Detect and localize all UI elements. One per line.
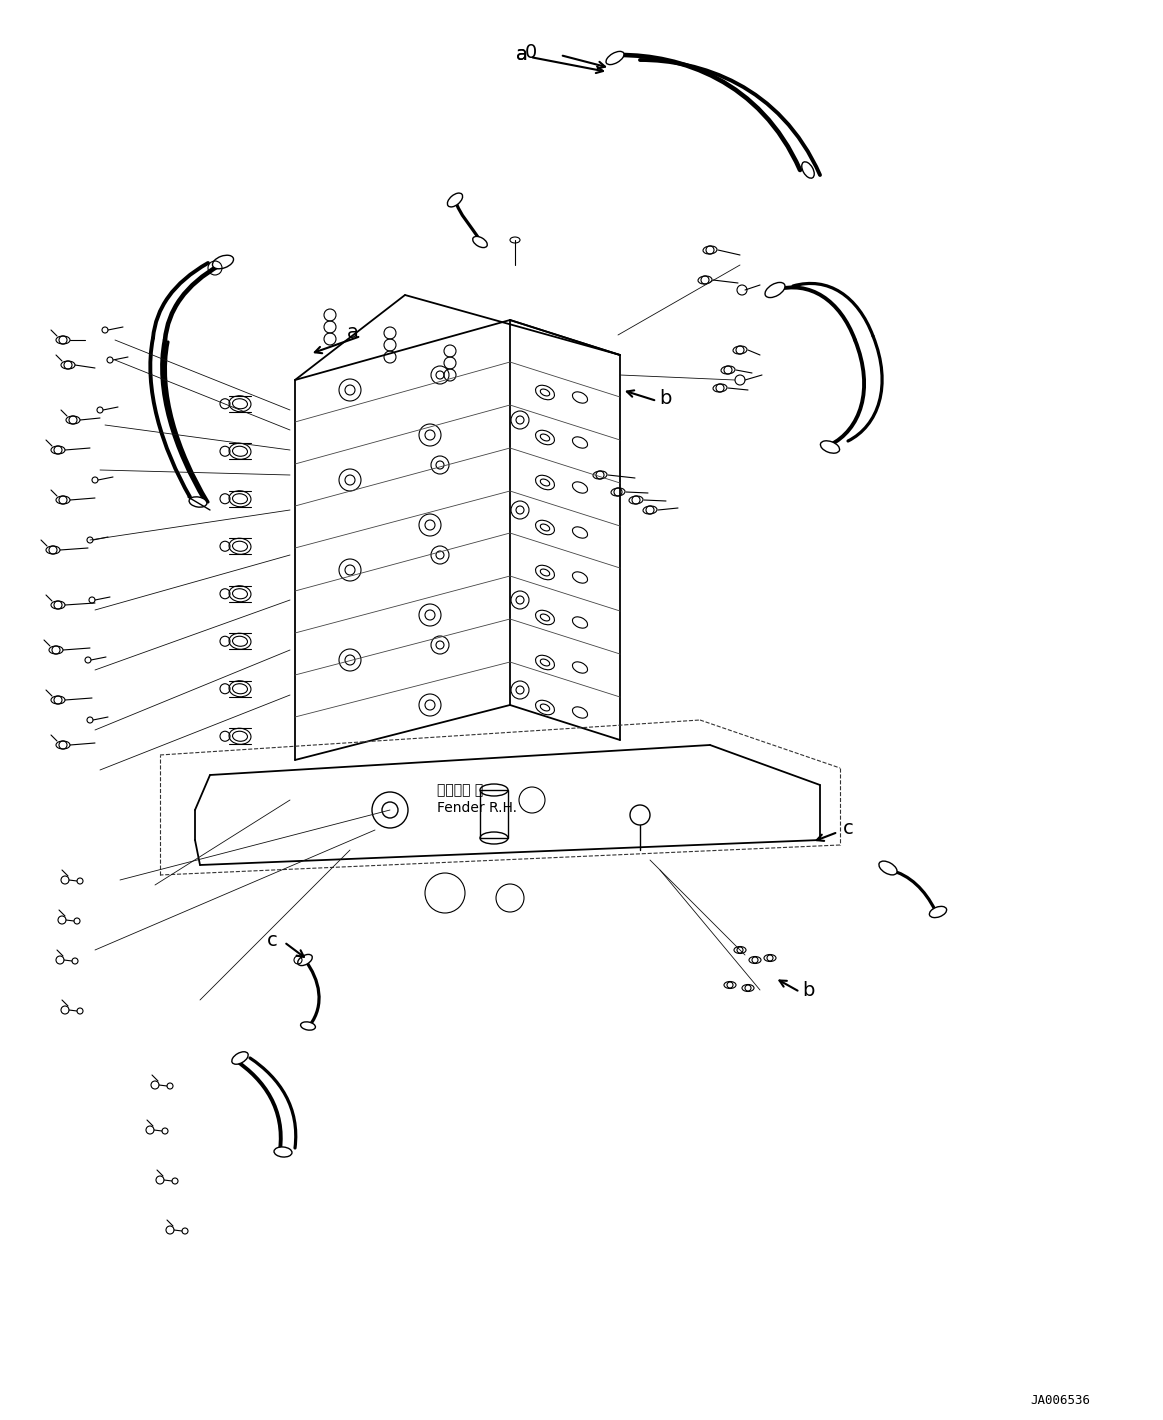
Ellipse shape	[629, 496, 643, 504]
Text: a: a	[516, 45, 528, 64]
Ellipse shape	[229, 728, 251, 744]
Ellipse shape	[765, 283, 785, 298]
Ellipse shape	[51, 601, 65, 609]
Ellipse shape	[229, 585, 251, 602]
Ellipse shape	[749, 957, 761, 964]
Text: b: b	[801, 980, 814, 1000]
Ellipse shape	[801, 162, 814, 178]
Ellipse shape	[300, 1022, 315, 1030]
Text: JA006536: JA006536	[1030, 1393, 1090, 1406]
Text: c: c	[266, 930, 277, 950]
Ellipse shape	[213, 256, 234, 268]
Ellipse shape	[879, 861, 897, 875]
Text: Fender R.H.: Fender R.H.	[437, 801, 518, 815]
Ellipse shape	[60, 361, 74, 369]
Text: 0: 0	[525, 43, 537, 61]
Ellipse shape	[734, 947, 745, 953]
Ellipse shape	[702, 246, 716, 254]
Text: a: a	[347, 324, 359, 342]
Ellipse shape	[66, 416, 80, 425]
Ellipse shape	[929, 906, 947, 917]
Ellipse shape	[725, 981, 736, 988]
Bar	[480, 790, 508, 838]
Ellipse shape	[721, 366, 735, 373]
Ellipse shape	[229, 680, 251, 697]
Ellipse shape	[51, 446, 65, 454]
Ellipse shape	[229, 633, 251, 649]
Ellipse shape	[593, 471, 607, 479]
Text: a: a	[516, 45, 528, 64]
Ellipse shape	[56, 741, 70, 748]
Text: フェンダ 右: フェンダ 右	[437, 782, 484, 797]
Ellipse shape	[820, 440, 840, 453]
Ellipse shape	[229, 538, 251, 554]
Ellipse shape	[764, 954, 776, 961]
Ellipse shape	[698, 275, 712, 284]
Ellipse shape	[49, 646, 63, 655]
Ellipse shape	[733, 346, 747, 354]
Ellipse shape	[229, 491, 251, 507]
Ellipse shape	[606, 51, 625, 65]
Ellipse shape	[713, 383, 727, 392]
Ellipse shape	[472, 236, 487, 247]
Ellipse shape	[448, 193, 463, 207]
Ellipse shape	[229, 443, 251, 459]
Ellipse shape	[56, 337, 70, 344]
Ellipse shape	[56, 496, 70, 504]
Text: b: b	[658, 389, 671, 408]
Ellipse shape	[611, 488, 625, 496]
Ellipse shape	[298, 954, 313, 966]
Ellipse shape	[274, 1147, 292, 1157]
Ellipse shape	[742, 984, 754, 991]
Ellipse shape	[229, 396, 251, 412]
Ellipse shape	[231, 1052, 248, 1064]
Ellipse shape	[47, 547, 60, 554]
Ellipse shape	[643, 506, 657, 514]
Ellipse shape	[51, 696, 65, 704]
Text: c: c	[843, 818, 854, 838]
Ellipse shape	[190, 497, 207, 507]
